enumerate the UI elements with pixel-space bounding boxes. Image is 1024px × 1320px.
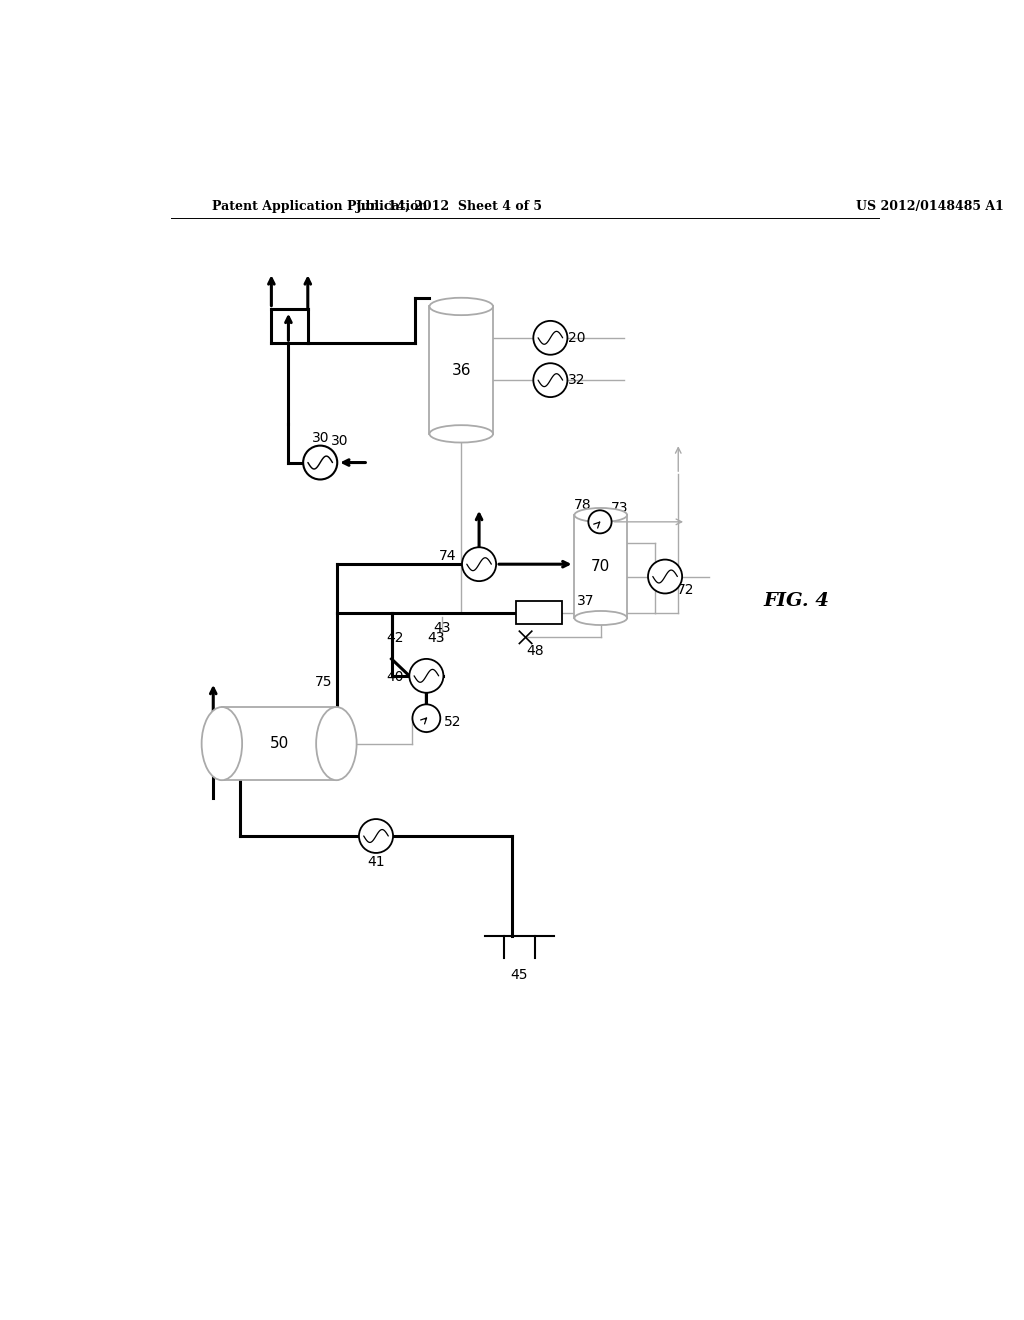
Text: Patent Application Publication: Patent Application Publication: [212, 199, 427, 213]
Text: 74: 74: [439, 549, 457, 564]
Text: 50: 50: [269, 737, 289, 751]
Circle shape: [410, 659, 443, 693]
Circle shape: [303, 446, 337, 479]
Ellipse shape: [429, 298, 493, 315]
Text: 75: 75: [314, 675, 332, 689]
Text: US 2012/0148485 A1: US 2012/0148485 A1: [856, 199, 1005, 213]
Text: 52: 52: [444, 715, 462, 729]
Text: 20: 20: [568, 331, 586, 345]
Ellipse shape: [574, 611, 627, 626]
Ellipse shape: [429, 425, 493, 442]
Ellipse shape: [202, 708, 242, 780]
Text: 36: 36: [452, 363, 471, 378]
Bar: [429, 306, 493, 434]
Ellipse shape: [316, 708, 356, 780]
Text: 41: 41: [368, 855, 385, 869]
Circle shape: [462, 548, 496, 581]
Text: 43: 43: [428, 631, 445, 645]
Text: 30: 30: [311, 430, 329, 445]
Text: 42: 42: [387, 631, 404, 645]
Circle shape: [589, 511, 611, 533]
Text: 78: 78: [574, 498, 592, 512]
Text: 48: 48: [526, 644, 544, 659]
Text: Jun. 14, 2012  Sheet 4 of 5: Jun. 14, 2012 Sheet 4 of 5: [356, 199, 543, 213]
Text: FIG. 4: FIG. 4: [764, 593, 829, 610]
Bar: [574, 515, 627, 618]
Bar: [515, 601, 562, 624]
Ellipse shape: [574, 508, 627, 521]
Text: 32: 32: [568, 374, 586, 387]
Bar: [222, 708, 336, 780]
Text: 30: 30: [331, 434, 348, 447]
Text: 45: 45: [511, 968, 528, 982]
Text: 43: 43: [433, 622, 451, 635]
Text: 38: 38: [530, 606, 548, 619]
Circle shape: [534, 321, 567, 355]
Circle shape: [648, 560, 682, 594]
Text: 37: 37: [577, 594, 594, 609]
Circle shape: [534, 363, 567, 397]
Text: 40: 40: [387, 671, 404, 684]
Text: 70: 70: [591, 558, 610, 574]
Text: 73: 73: [611, 502, 629, 515]
Circle shape: [413, 705, 440, 733]
Text: 72: 72: [677, 583, 694, 598]
Circle shape: [359, 818, 393, 853]
